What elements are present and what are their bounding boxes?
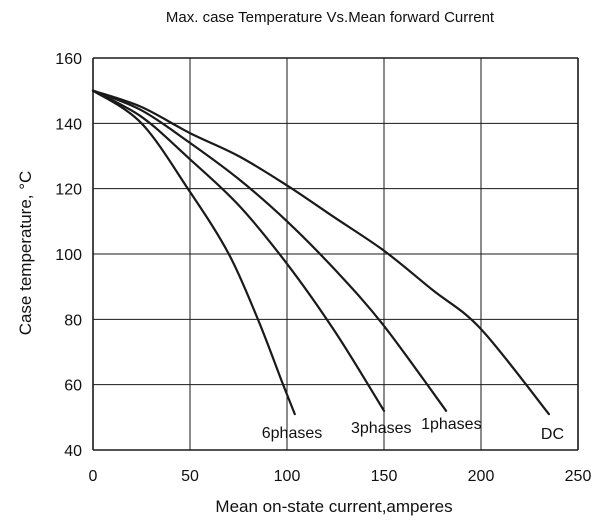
series-line-6phases (91, 89, 296, 416)
series-label-dc: DC (541, 426, 564, 443)
series-label-3phases: 3phases (351, 420, 412, 437)
series-lines (91, 89, 550, 416)
x-axis-label: Mean on-state current,amperes (215, 497, 452, 516)
x-tick-label: 150 (371, 468, 398, 485)
series-label-6phases: 6phases (262, 425, 323, 442)
y-tick-label: 120 (55, 182, 82, 199)
x-tick-label: 250 (565, 468, 592, 485)
y-tick-label: 40 (64, 443, 82, 460)
y-tick-label: 60 (64, 378, 82, 395)
series-line-3phases (91, 89, 386, 412)
y-tick-label: 100 (55, 247, 82, 264)
series-line-1phases (91, 89, 448, 412)
y-tick-label: 140 (55, 116, 82, 133)
series-label-1phases: 1phases (421, 416, 482, 433)
chart-title: Max. case Temperature Vs.Mean forward Cu… (166, 9, 495, 26)
series-labels: 6phases 3phases 1phases DC (262, 416, 564, 443)
x-tick-label: 0 (89, 468, 98, 485)
grid (92, 57, 579, 451)
y-tick-label: 160 (55, 51, 82, 68)
x-tick-label: 50 (181, 468, 199, 485)
series-line-dc (91, 89, 550, 416)
y-axis-label: Case temperature, °C (16, 171, 35, 336)
y-tick-label: 80 (64, 312, 82, 329)
tick-labels: 0 50 100 150 200 250 40 60 80 100 120 140 160 (55, 51, 591, 485)
x-tick-label: 100 (274, 468, 301, 485)
x-tick-label: 200 (468, 468, 495, 485)
